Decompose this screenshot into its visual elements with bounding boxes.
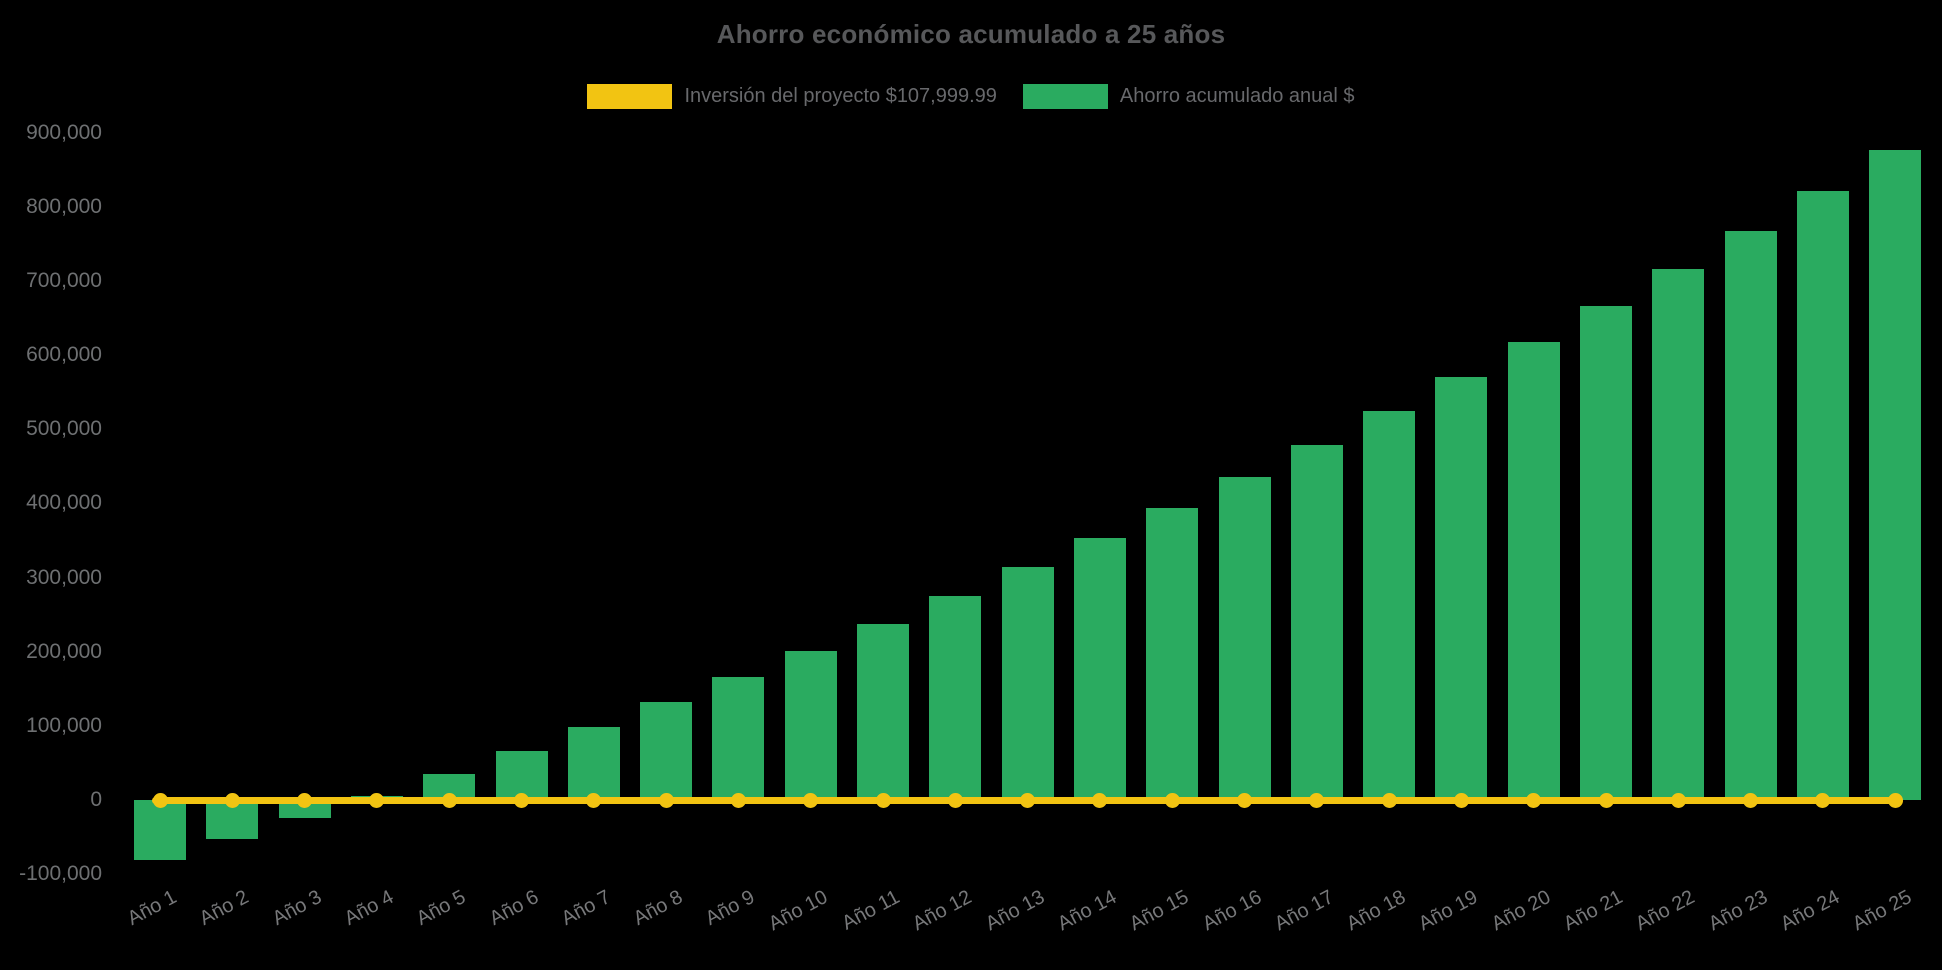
investment-point-año-1	[152, 792, 168, 808]
investment-point-año-24	[1815, 792, 1831, 808]
bar-año-14	[1073, 538, 1126, 800]
bar-año-19	[1435, 377, 1488, 800]
y-tick-label: 300,000	[26, 565, 102, 589]
y-tick-label: 600,000	[26, 343, 102, 367]
bar-año-17	[1290, 444, 1343, 800]
y-tick-label: 500,000	[26, 417, 102, 441]
bar-año-23	[1724, 230, 1777, 800]
legend-swatch-green	[1022, 84, 1108, 109]
bar-año-3	[278, 800, 331, 819]
y-tick-label: 800,000	[26, 194, 102, 218]
y-tick-label: -100,000	[19, 862, 102, 886]
investment-point-año-2	[224, 792, 240, 808]
bar-año-21	[1580, 306, 1632, 800]
investment-point-año-25	[1887, 792, 1903, 808]
y-tick-label: 200,000	[26, 639, 102, 663]
investment-point-año-9	[730, 792, 746, 808]
investment-point-año-13	[1020, 792, 1036, 808]
bar-año-9	[712, 676, 765, 800]
investment-point-año-3	[297, 792, 313, 808]
legend-item-inversion[interactable]: Inversión del proyecto $107,999.99	[587, 84, 997, 109]
bar-año-16	[1218, 476, 1271, 800]
legend-label-ahorro: Ahorro acumulado anual $	[1119, 85, 1355, 107]
investment-point-año-19	[1453, 792, 1469, 808]
investment-point-año-10	[803, 792, 819, 808]
bar-año-22	[1652, 268, 1705, 800]
investment-point-año-16	[1237, 792, 1252, 808]
investment-point-año-8	[658, 792, 674, 808]
investment-point-año-17	[1309, 792, 1325, 808]
x-tick-label-año-1: Año 1	[123, 886, 181, 930]
investment-point-año-15	[1164, 792, 1180, 808]
bar-año-13	[1001, 567, 1054, 800]
y-tick-label: 900,000	[26, 120, 102, 144]
investment-point-año-6	[514, 792, 529, 808]
legend-label-inversion: Inversión del proyecto $107,999.99	[684, 85, 997, 107]
investment-point-año-11	[875, 792, 891, 808]
bar-año-20	[1507, 342, 1560, 800]
investment-point-año-12	[947, 792, 963, 808]
bar-año-24	[1796, 191, 1849, 800]
chart-title: Ahorro económico acumulado a 25 años	[716, 19, 1226, 49]
investment-point-año-18	[1381, 792, 1397, 808]
investment-point-año-4	[369, 792, 385, 808]
bar-año-15	[1146, 507, 1199, 800]
legend-item-ahorro[interactable]: Ahorro acumulado anual $	[1022, 84, 1355, 109]
bar-año-1	[134, 800, 186, 861]
bar-año-10	[784, 650, 837, 800]
y-tick-label: 0	[90, 788, 102, 811]
bar-año-25	[1869, 150, 1922, 800]
investment-point-año-20	[1526, 792, 1542, 808]
y-tick-label: 100,000	[26, 713, 102, 737]
bar-año-18	[1363, 411, 1416, 800]
bar-año-7	[567, 726, 620, 800]
bar-año-6	[495, 750, 548, 800]
legend: Inversión del proyecto $107,999.99 Ahorr…	[0, 84, 1942, 109]
bar-año-11	[857, 623, 909, 800]
investment-point-año-23	[1743, 792, 1759, 808]
bar-año-12	[929, 596, 982, 800]
bar-año-8	[640, 702, 693, 800]
investment-point-año-5	[441, 792, 457, 808]
legend-swatch-yellow	[587, 84, 673, 109]
investment-point-año-14	[1092, 792, 1108, 808]
investment-point-año-7	[586, 792, 602, 808]
investment-point-año-22	[1670, 792, 1686, 808]
investment-point-año-21	[1598, 792, 1614, 808]
y-tick-label: 400,000	[26, 491, 102, 515]
y-tick-label: 700,000	[26, 269, 102, 293]
